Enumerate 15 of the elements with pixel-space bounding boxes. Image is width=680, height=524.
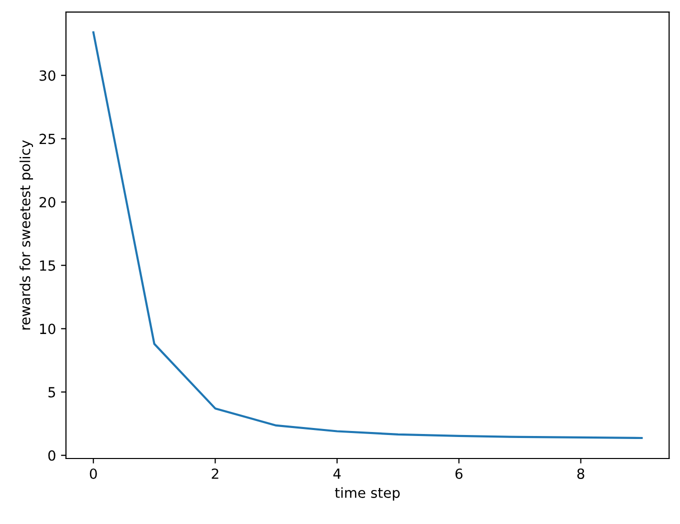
y-tick-label: 10 bbox=[40, 324, 56, 334]
y-tick-label: 30 bbox=[40, 70, 56, 81]
y-tick-label: 25 bbox=[40, 134, 56, 144]
y-axis-title: rewards for sweetest policy bbox=[20, 140, 34, 330]
x-tick-label: 0 bbox=[90, 468, 97, 479]
y-tick-label: 5 bbox=[48, 387, 56, 398]
x-tick-label: 2 bbox=[212, 468, 218, 479]
x-tick-label: 6 bbox=[455, 468, 462, 479]
y-tick-label: 15 bbox=[40, 260, 56, 271]
y-tick-label: 0 bbox=[48, 450, 56, 461]
y-tick-label: 20 bbox=[40, 197, 56, 208]
line-series bbox=[92, 31, 643, 440]
x-axis-title: time step bbox=[334, 487, 400, 501]
x-tick-label: 4 bbox=[333, 468, 341, 479]
x-tick-label: 8 bbox=[577, 468, 584, 479]
